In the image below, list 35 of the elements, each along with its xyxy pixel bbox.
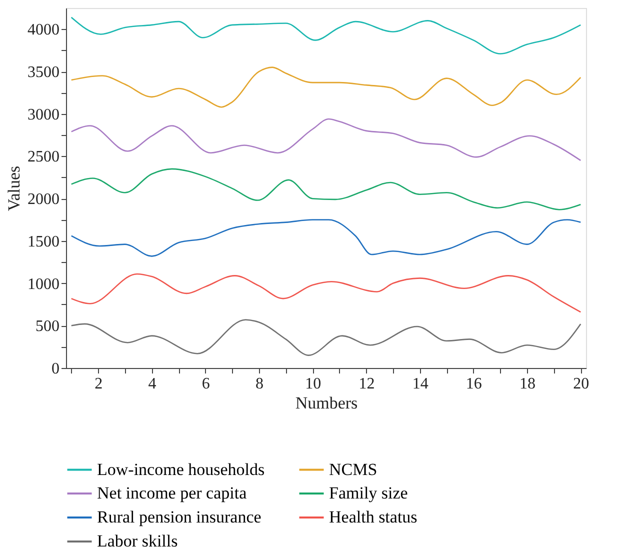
line-series	[70, 168, 582, 210]
y-axis-title: Values	[4, 166, 24, 212]
legend-label: Family size	[329, 484, 408, 502]
x-tick-label: 10	[305, 376, 322, 392]
y-tick-label: 1500	[28, 233, 60, 250]
line-series	[70, 16, 582, 54]
line-series	[70, 66, 582, 108]
x-tick-label: 18	[520, 376, 536, 392]
x-axis-title: Numbers	[295, 394, 358, 412]
legend-label: Rural pension insurance	[97, 508, 262, 526]
line-series	[70, 273, 582, 313]
y-tick-label: 3000	[28, 106, 60, 124]
line-series	[70, 319, 582, 356]
x-tick-label: 2	[94, 376, 103, 392]
x-tick-label: 14	[412, 376, 428, 392]
x-tick-label: 4	[148, 376, 156, 392]
line-series	[70, 118, 582, 162]
y-tick-label: 4000	[28, 22, 60, 39]
line-series	[70, 219, 582, 257]
x-tick-label: 6	[202, 376, 210, 392]
x-tick-label: 12	[358, 376, 375, 392]
y-tick-label: 1000	[28, 276, 60, 293]
legend-label: Health status	[329, 508, 418, 526]
legend-label: NCMS	[329, 460, 378, 479]
y-tick-label: 0	[52, 360, 60, 378]
x-tick-label: 20	[573, 376, 590, 392]
y-tick-label: 500	[36, 318, 60, 336]
y-tick-label: 2000	[28, 191, 60, 208]
legend-label: Labor skills	[97, 532, 178, 550]
legend-label: Net income per capita	[97, 484, 248, 502]
x-tick-label: 8	[255, 376, 264, 392]
y-tick-label: 2500	[28, 148, 60, 166]
x-tick-label: 16	[466, 376, 482, 392]
legend-label: Low-income households	[97, 460, 265, 479]
y-tick-label: 3500	[28, 64, 60, 82]
